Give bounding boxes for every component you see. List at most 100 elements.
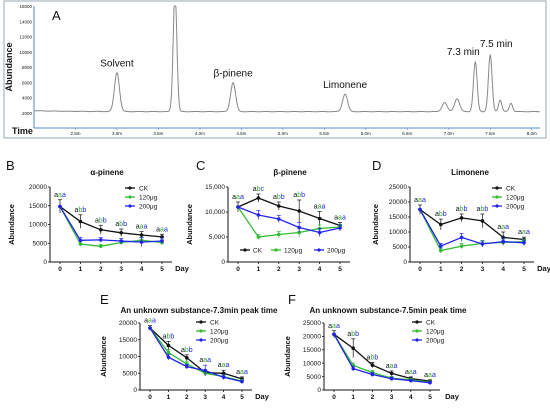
chrom-y-tick-label: 6000: [22, 80, 33, 85]
significance-letter: a: [218, 362, 222, 369]
legend-marker: [274, 248, 278, 252]
significance-label: abb: [347, 331, 359, 338]
legend-label: 200μg: [426, 337, 445, 344]
significance-letter: a: [367, 354, 371, 361]
significance-letter: a: [332, 323, 336, 330]
x-tick-label: 1: [79, 266, 83, 273]
peak-label: Limonene: [323, 80, 367, 91]
significance-label: abb: [435, 211, 447, 218]
x-tick-label: 1: [167, 394, 171, 401]
x-tick-label: 5: [522, 266, 526, 273]
series-line: [237, 206, 341, 234]
significance-letter: a: [338, 215, 342, 222]
data-point: [370, 363, 375, 367]
significance-letter: b: [443, 211, 447, 218]
data-point: [297, 209, 302, 213]
significance-letter: a: [136, 224, 140, 231]
significance-label: aaa: [328, 323, 340, 330]
y-tick-label: 15000: [303, 347, 321, 354]
y-tick-label: 15000: [119, 337, 137, 344]
chrom-x-tick-label: 5.0m: [278, 131, 288, 136]
y-tick-label: 5000: [123, 370, 138, 377]
x-axis-label: Day: [175, 264, 190, 273]
series-line: [419, 208, 525, 241]
x-tick-label: 5: [240, 394, 244, 401]
y-tick-label: 0: [317, 387, 321, 394]
x-tick-label: 4: [318, 266, 322, 273]
y-tick-label: 5000: [33, 240, 48, 247]
chrom-y-tick-label: 16000: [19, 4, 32, 9]
chart-title: An unknown substance-7.3min peak time: [121, 306, 278, 315]
peak-label: 7.3 min: [447, 47, 480, 58]
significance-letter: b: [297, 192, 301, 199]
series-line: [333, 333, 431, 383]
data-point: [166, 350, 171, 355]
chrom-y-axis-label: Abundance: [4, 42, 14, 91]
significance-letter: a: [414, 197, 418, 204]
significance-label: abb: [293, 192, 305, 199]
x-tick-label: 3: [390, 394, 394, 401]
x-tick-label: 5: [160, 266, 164, 273]
chrom-x-tick-label: 7.0m: [444, 131, 454, 136]
significance-letter: a: [164, 226, 168, 233]
significance-label: aaa: [144, 318, 156, 325]
legend-label: 120μg: [210, 328, 229, 335]
y-axis-label: Abundance: [99, 336, 108, 377]
y-tick-label: 20000: [119, 320, 137, 327]
significance-label: abb: [75, 207, 87, 214]
significance-letter: a: [518, 229, 522, 236]
data-point: [203, 368, 207, 373]
series-line: [149, 327, 243, 380]
significance-letter: b: [439, 211, 443, 218]
chrom-y-tick-label: 4000: [22, 96, 33, 101]
x-tick-label: 0: [148, 394, 152, 401]
panel-letter: D: [372, 158, 381, 173]
legend-label: 120μg: [506, 194, 525, 201]
significance-letter: a: [115, 221, 119, 228]
significance-letter: a: [501, 224, 505, 231]
significance-label: abb: [367, 354, 379, 361]
y-tick-label: 0: [43, 259, 47, 266]
panel-letter: E: [100, 292, 109, 307]
legend-label: CK: [139, 185, 149, 192]
chromatogram-panel-border: [3, 0, 547, 139]
data-point: [277, 232, 281, 237]
legend-marker: [128, 204, 132, 208]
peak-label: β-pinene: [214, 69, 254, 80]
significance-label: aaa: [414, 197, 426, 204]
significance-letter: a: [140, 224, 144, 231]
significance-label: abb: [163, 333, 175, 340]
x-tick-label: 2: [277, 266, 281, 273]
significance-letter: a: [424, 372, 428, 379]
legend-label: CK: [253, 247, 263, 254]
data-point: [389, 371, 394, 376]
legend-marker: [199, 329, 203, 333]
data-point: [418, 207, 422, 212]
data-point: [119, 230, 123, 235]
panel-letter: B: [6, 158, 15, 173]
significance-letter: b: [301, 192, 305, 199]
significance-letter: a: [328, 323, 332, 330]
chart-panel-d: D Limonene 0 5000 10000 15000 20000 25000 0 1 2 3 4 5…: [371, 158, 550, 273]
significance-letter: a: [54, 192, 58, 199]
series-line: [237, 206, 341, 238]
data-point: [459, 244, 464, 248]
chrom-x-tick-label: 5.5m: [319, 131, 329, 136]
significance-letter: a: [144, 318, 148, 325]
chart-title: β-pinene: [273, 168, 307, 177]
significance-letter: b: [374, 354, 378, 361]
data-point: [256, 235, 261, 239]
y-tick-label: 0: [133, 387, 137, 394]
legend-marker: [128, 186, 132, 190]
data-point: [221, 371, 226, 376]
x-tick-label: 5: [338, 266, 342, 273]
y-tick-label: 20000: [389, 199, 407, 206]
significance-letter: b: [103, 217, 107, 224]
data-point: [78, 242, 83, 246]
significance-letter: b: [460, 206, 464, 213]
data-point: [338, 226, 342, 230]
y-tick-label: 20000: [303, 334, 321, 341]
data-point: [317, 230, 322, 235]
x-axis-label: Day: [255, 392, 270, 401]
